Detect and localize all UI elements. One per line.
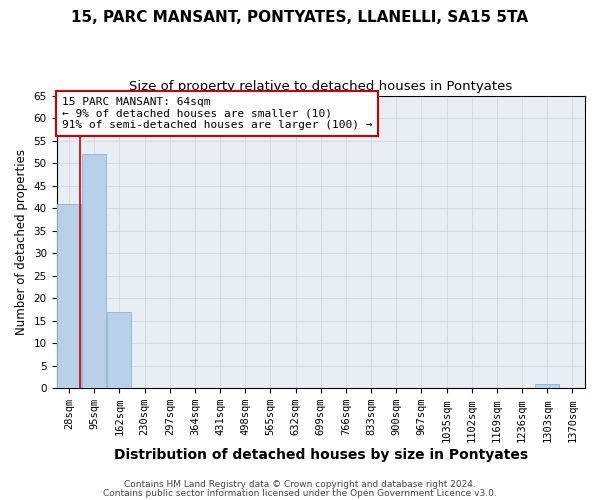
Text: 15, PARC MANSANT, PONTYATES, LLANELLI, SA15 5TA: 15, PARC MANSANT, PONTYATES, LLANELLI, S…: [71, 10, 529, 25]
Text: Contains HM Land Registry data © Crown copyright and database right 2024.: Contains HM Land Registry data © Crown c…: [124, 480, 476, 489]
X-axis label: Distribution of detached houses by size in Pontyates: Distribution of detached houses by size …: [114, 448, 528, 462]
Title: Size of property relative to detached houses in Pontyates: Size of property relative to detached ho…: [129, 80, 512, 93]
Bar: [82, 154, 106, 388]
Bar: [535, 384, 559, 388]
Text: 15 PARC MANSANT: 64sqm
← 9% of detached houses are smaller (10)
91% of semi-deta: 15 PARC MANSANT: 64sqm ← 9% of detached …: [62, 97, 373, 130]
Y-axis label: Number of detached properties: Number of detached properties: [15, 149, 28, 335]
Bar: [107, 312, 131, 388]
Text: Contains public sector information licensed under the Open Government Licence v3: Contains public sector information licen…: [103, 488, 497, 498]
Bar: [57, 204, 81, 388]
